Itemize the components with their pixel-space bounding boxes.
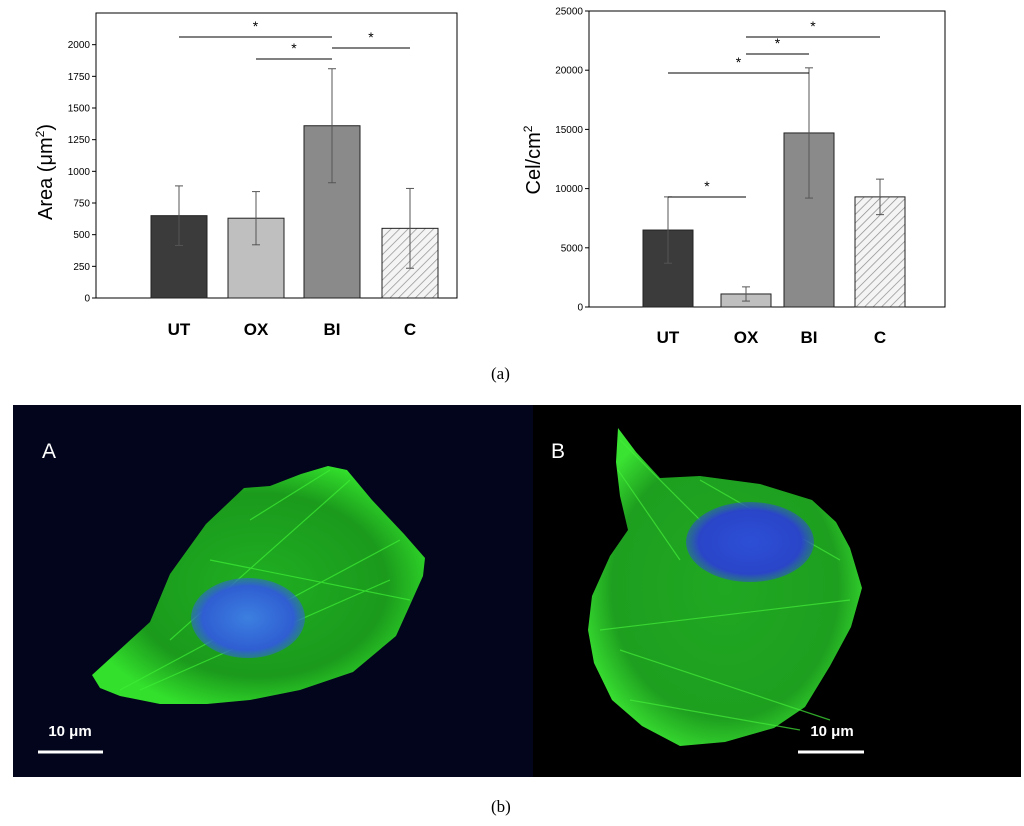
chart1-y-axis: 0 250 500 750 1000 1250 1500 1750 2000 xyxy=(68,40,96,305)
cell-a xyxy=(92,466,425,704)
y-tick-label: 250 xyxy=(73,262,90,273)
y-tick-label: 0 xyxy=(84,294,90,305)
significance-star: * xyxy=(704,178,710,194)
bar-c xyxy=(854,196,906,308)
chart1-y-axis-label: Area (μm2) xyxy=(33,124,57,220)
chart2-y-axis: 0 5000 10000 15000 20000 25000 xyxy=(555,7,589,314)
y-tick-label: 2000 xyxy=(68,40,91,51)
category-label-c: C xyxy=(404,320,416,339)
caption-a: (a) xyxy=(491,364,510,383)
y-tick-label: 750 xyxy=(73,199,90,210)
y-tick-label: 1000 xyxy=(68,167,91,178)
chart2-significance: * * * * xyxy=(668,18,880,198)
cell-a-nucleus xyxy=(191,578,305,658)
cell-density-chart: 0 5000 10000 15000 20000 25000 * * * * UT OX BI C C… xyxy=(521,7,946,347)
scale-bar-b: 10 μm xyxy=(798,723,864,754)
caption-b: (b) xyxy=(491,797,511,816)
significance-star: * xyxy=(736,54,742,70)
chart1-x-axis: UT OX BI C xyxy=(168,320,416,339)
y-tick-label: 5000 xyxy=(561,243,584,254)
category-label-bi: BI xyxy=(801,328,818,347)
micrograph-panel: A B 10 μm 10 μm xyxy=(13,405,1021,777)
chart2-y-axis-label: Cel/cm2 xyxy=(521,125,545,194)
cell-b xyxy=(588,428,862,746)
y-tick-label: 1500 xyxy=(68,104,91,115)
category-label-ut: UT xyxy=(168,320,191,339)
y-tick-label: 25000 xyxy=(555,7,583,18)
y-tick-label: 10000 xyxy=(555,184,583,195)
micrograph-a-label: A xyxy=(42,440,56,463)
category-label-c: C xyxy=(874,328,886,347)
scale-bar-b-text: 10 μm xyxy=(810,723,853,740)
area-chart: 0 250 500 750 1000 1250 1500 1750 2000 * * * UT OX B… xyxy=(33,12,458,339)
cell-b-fibers xyxy=(599,439,851,731)
category-label-ox: OX xyxy=(244,320,269,339)
chart1-bars xyxy=(150,125,439,299)
y-tick-label: 500 xyxy=(73,230,90,241)
chart1-significance: * * * xyxy=(179,18,410,60)
y-tick-label: 15000 xyxy=(555,125,583,136)
y-tick-label: 0 xyxy=(577,303,583,314)
significance-star: * xyxy=(810,18,816,34)
category-label-ut: UT xyxy=(657,328,680,347)
scale-bar-a-text: 10 μm xyxy=(48,723,91,740)
category-label-bi: BI xyxy=(324,320,341,339)
category-label-ox: OX xyxy=(734,328,759,347)
significance-star: * xyxy=(291,40,297,56)
chart2-error-bars xyxy=(664,67,884,302)
chart1-error-bars xyxy=(175,68,414,269)
significance-star: * xyxy=(775,35,781,51)
significance-star: * xyxy=(368,29,374,45)
chart2-x-axis: UT OX BI C xyxy=(657,328,886,347)
scale-bar-a: 10 μm xyxy=(38,723,103,754)
y-tick-label: 20000 xyxy=(555,66,583,77)
micrograph-b-label: B xyxy=(551,440,565,463)
y-tick-label: 1750 xyxy=(68,72,91,83)
y-tick-label: 1250 xyxy=(68,135,91,146)
cell-b-nucleus xyxy=(686,502,814,582)
significance-star: * xyxy=(253,18,259,34)
cell-b-actin xyxy=(588,428,862,746)
chart2-bars xyxy=(642,132,906,308)
